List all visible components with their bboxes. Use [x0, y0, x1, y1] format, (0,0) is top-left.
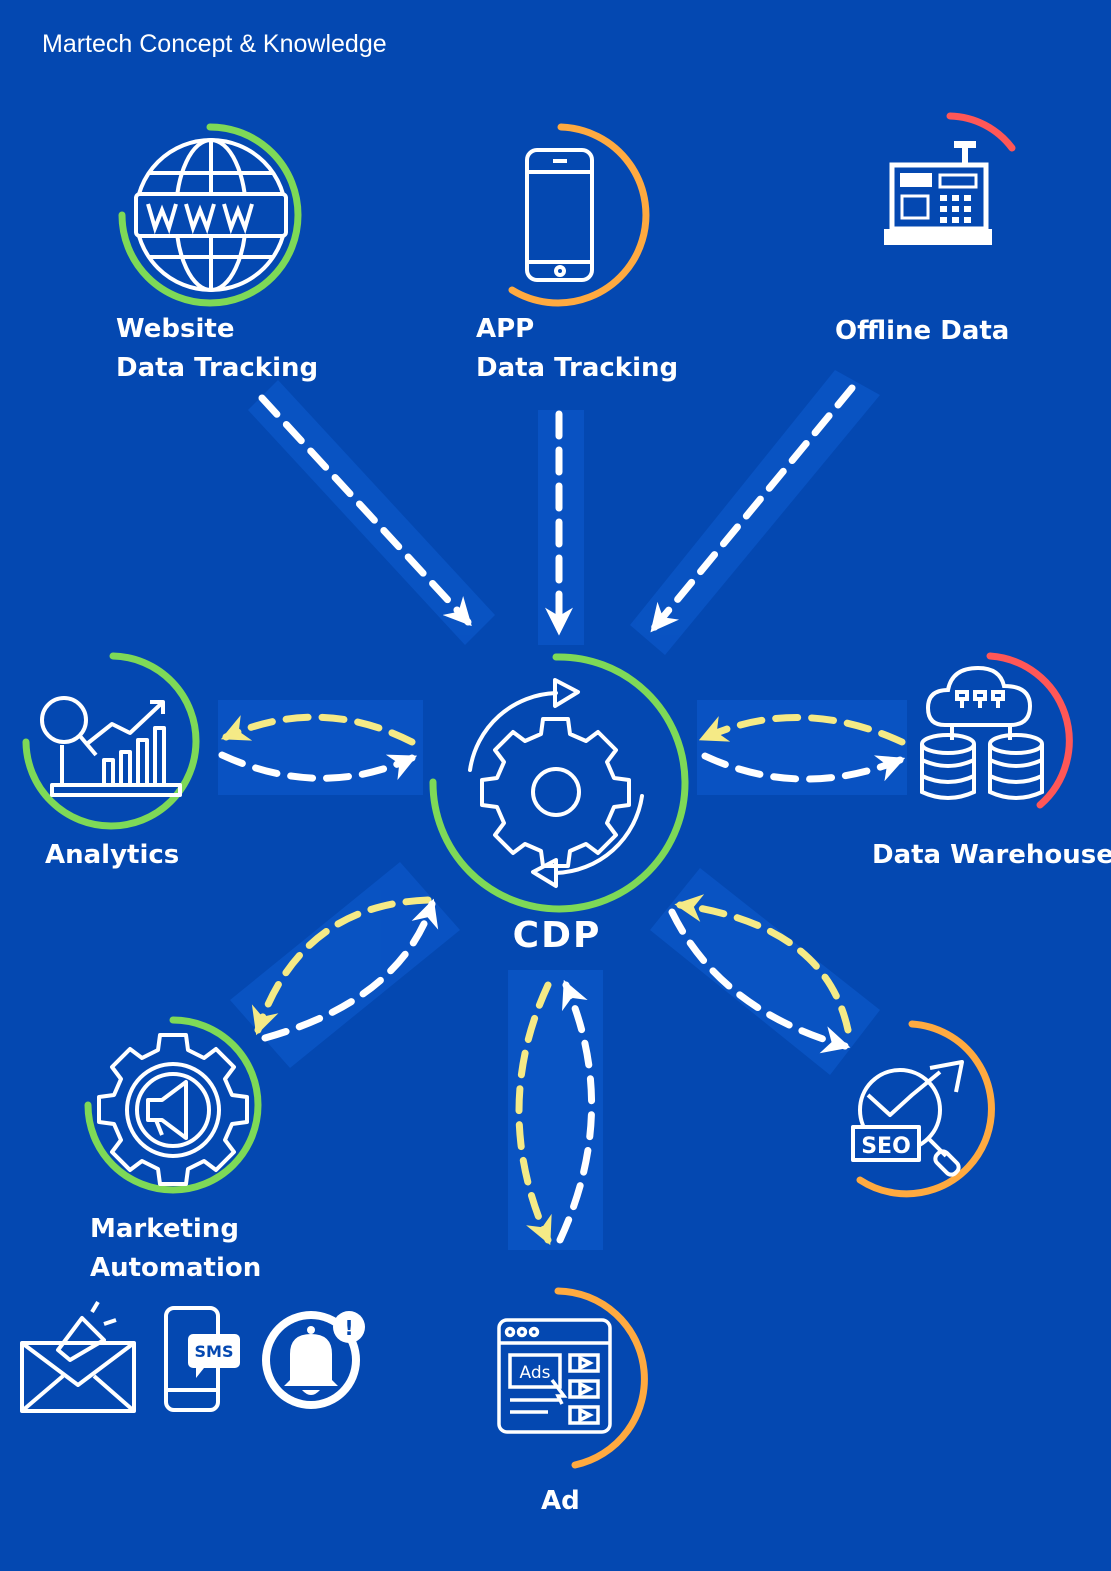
cash-register-icon: [884, 141, 992, 245]
app-node[interactable]: [508, 123, 650, 307]
arrow-cdp-marketing: [251, 896, 432, 1036]
arrow-warehouse-cdp: [698, 713, 906, 746]
website-label-line1: Website: [116, 314, 235, 344]
arrow-ad-cdp: [556, 979, 596, 1244]
website-node[interactable]: [118, 123, 302, 307]
warehouse-label: Data Warehouse: [872, 840, 1111, 870]
seo-node[interactable]: SEO: [851, 1020, 995, 1198]
app-label: APP Data Tracking: [476, 310, 678, 388]
marketing-label: Marketing Automation: [90, 1210, 261, 1288]
notification-bell-icon: !: [262, 1311, 365, 1409]
offline-label: Offline Data: [835, 316, 1010, 346]
notification-text: !: [344, 1316, 353, 1340]
website-label-line2: Data Tracking: [116, 353, 319, 383]
seo-icon-text: SEO: [861, 1134, 911, 1159]
arrow-offline-cdp: [650, 384, 856, 633]
sms-phone-icon: SMS: [164, 1306, 240, 1412]
analytics-node[interactable]: [22, 652, 200, 830]
app-label-line2: Data Tracking: [476, 353, 679, 383]
warehouse-node[interactable]: [920, 652, 1073, 809]
arrow-cdp-seo: [668, 908, 851, 1054]
analytics-label: Analytics: [45, 840, 180, 870]
arrow-cdp-analytics: [220, 713, 416, 746]
offline-node[interactable]: [884, 112, 1016, 245]
page-title: Martech Concept & Knowledge: [42, 30, 387, 58]
cloud-database-icon: [920, 665, 1044, 800]
marketing-label-line1: Marketing: [90, 1214, 239, 1244]
arrow-website-cdp: [258, 394, 472, 627]
email-megaphone-icon: [20, 1300, 136, 1413]
megaphone-gear-icon: [97, 1033, 249, 1186]
smartphone-icon: [525, 148, 594, 282]
arrow-marketing-cdp: [261, 898, 439, 1042]
seo-magnifier-icon: [851, 1060, 964, 1177]
cdp-hub: [429, 653, 689, 913]
arrow-cdp-warehouse: [701, 752, 906, 783]
gear-cycle-icon: [468, 678, 644, 888]
ad-icon-text: Ads: [520, 1363, 551, 1383]
app-label-line1: APP: [476, 314, 535, 344]
ad-node[interactable]: Ads: [497, 1287, 648, 1469]
globe-www-icon: [134, 138, 288, 292]
arrow-cdp-ad: [515, 981, 552, 1246]
ad-label: Ad: [541, 1486, 580, 1516]
cdp-ring: [429, 653, 689, 913]
arrow-seo-cdp: [674, 894, 852, 1034]
cdp-label: CDP: [513, 915, 602, 956]
connector-bands: [218, 370, 907, 1250]
ad-browser-icon: [497, 1318, 612, 1434]
analytics-chart-icon: [40, 696, 182, 797]
sms-text: SMS: [195, 1342, 234, 1361]
website-label: Website Data Tracking: [116, 310, 318, 388]
marketing-node[interactable]: [84, 1016, 262, 1194]
marketing-label-line2: Automation: [90, 1253, 262, 1283]
